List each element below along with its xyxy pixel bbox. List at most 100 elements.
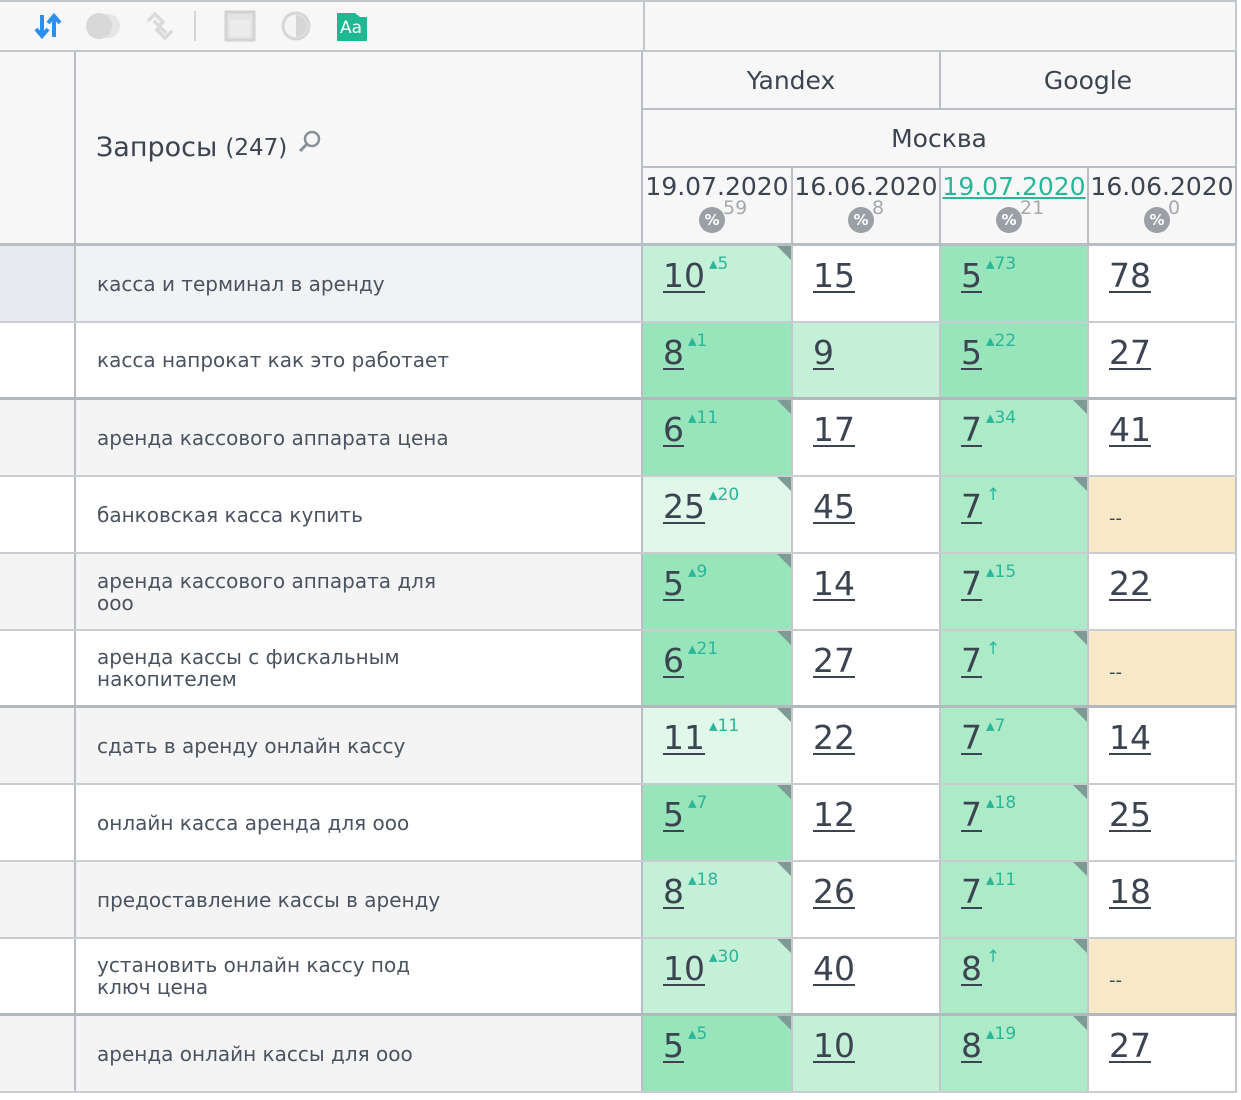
- position-link[interactable]: 5: [961, 333, 982, 372]
- link-icon[interactable]: [138, 9, 182, 43]
- position-cell[interactable]: 22: [1089, 554, 1237, 629]
- position-cell[interactable]: 12: [793, 785, 941, 860]
- position-cell[interactable]: --: [1089, 631, 1237, 705]
- row-select-cell[interactable]: [0, 1016, 76, 1091]
- search-icon[interactable]: [297, 129, 323, 155]
- position-link[interactable]: 26: [813, 872, 855, 911]
- position-cell[interactable]: 25 ▴20: [643, 477, 793, 552]
- row-select-cell[interactable]: [0, 785, 76, 860]
- position-link[interactable]: 8: [663, 872, 684, 911]
- position-link[interactable]: 27: [1109, 333, 1151, 372]
- position-link[interactable]: 5: [961, 256, 982, 295]
- position-link[interactable]: 10: [663, 949, 705, 988]
- position-cell[interactable]: 10 ▴30: [643, 939, 793, 1013]
- position-link[interactable]: 8: [961, 1026, 982, 1065]
- position-link[interactable]: 10: [663, 256, 705, 295]
- position-link[interactable]: 7: [961, 487, 982, 526]
- position-link[interactable]: 8: [961, 949, 982, 988]
- position-cell[interactable]: --: [1089, 939, 1237, 1013]
- font-icon[interactable]: Aa: [330, 9, 374, 43]
- date-label[interactable]: 19.07.2020: [942, 172, 1086, 201]
- row-select-cell[interactable]: [0, 862, 76, 937]
- position-cell[interactable]: 25: [1089, 785, 1237, 860]
- position-cell[interactable]: 15: [793, 246, 941, 321]
- position-cell[interactable]: 9: [793, 323, 941, 397]
- position-link[interactable]: 27: [1109, 1026, 1151, 1065]
- position-link[interactable]: 11: [663, 718, 705, 757]
- position-cell[interactable]: 7 ↑: [941, 631, 1089, 705]
- position-cell[interactable]: 7 ▴7: [941, 708, 1089, 783]
- position-cell[interactable]: 5 ▴9: [643, 554, 793, 629]
- position-cell[interactable]: 45: [793, 477, 941, 552]
- position-cell[interactable]: 7 ▴15: [941, 554, 1089, 629]
- row-select-cell[interactable]: [0, 323, 76, 397]
- position-link[interactable]: 14: [1109, 718, 1151, 757]
- position-cell[interactable]: 40: [793, 939, 941, 1013]
- position-cell[interactable]: 8 ▴19: [941, 1016, 1089, 1091]
- position-cell[interactable]: 5 ▴22: [941, 323, 1089, 397]
- window-icon[interactable]: [218, 9, 262, 43]
- date-column-header[interactable]: 19.07.2020 % 21: [941, 168, 1089, 246]
- position-cell[interactable]: 6 ▴21: [643, 631, 793, 705]
- position-cell[interactable]: 5 ▴5: [643, 1016, 793, 1091]
- position-link[interactable]: 25: [1109, 795, 1151, 834]
- position-link[interactable]: 14: [813, 564, 855, 603]
- position-cell[interactable]: --: [1089, 477, 1237, 552]
- position-cell[interactable]: 8 ▴1: [643, 323, 793, 397]
- row-select-cell[interactable]: [0, 631, 76, 705]
- toggle-icon[interactable]: [82, 9, 126, 43]
- date-label[interactable]: 16.06.2020: [1090, 172, 1234, 201]
- position-link[interactable]: 7: [961, 795, 982, 834]
- position-cell[interactable]: 10 ▴5: [643, 246, 793, 321]
- position-link[interactable]: 22: [1109, 564, 1151, 603]
- date-column-header[interactable]: 16.06.2020 % 8: [793, 168, 941, 246]
- date-label[interactable]: 16.06.2020: [794, 172, 938, 201]
- position-cell[interactable]: 10: [793, 1016, 941, 1091]
- position-link[interactable]: 6: [663, 410, 684, 449]
- position-link[interactable]: 5: [663, 564, 684, 603]
- position-link[interactable]: 8: [663, 333, 684, 372]
- position-link[interactable]: 5: [663, 1026, 684, 1065]
- position-cell[interactable]: 18: [1089, 862, 1237, 937]
- position-link[interactable]: 7: [961, 564, 982, 603]
- position-link[interactable]: 7: [961, 410, 982, 449]
- position-cell[interactable]: 7 ↑: [941, 477, 1089, 552]
- position-link[interactable]: 9: [813, 333, 834, 372]
- table-row[interactable]: аренда кассового аппарата для ооо 5 ▴9 14 7 ▴…: [0, 554, 1237, 631]
- position-cell[interactable]: 17: [793, 400, 941, 475]
- position-link[interactable]: 7: [961, 641, 982, 680]
- position-cell[interactable]: 8 ↑: [941, 939, 1089, 1013]
- position-link[interactable]: 78: [1109, 256, 1151, 295]
- position-cell[interactable]: 5 ▴73: [941, 246, 1089, 321]
- table-row[interactable]: касса и терминал в аренду 10 ▴5 15 5 ▴73 78: [0, 246, 1237, 323]
- position-link[interactable]: 10: [813, 1026, 855, 1065]
- position-link[interactable]: 17: [813, 410, 855, 449]
- position-cell[interactable]: 8 ▴18: [643, 862, 793, 937]
- table-row[interactable]: аренда онлайн кассы для ооо 5 ▴5 10 8 ▴19 27: [0, 1016, 1237, 1093]
- position-cell[interactable]: 7 ▴18: [941, 785, 1089, 860]
- position-cell[interactable]: 7 ▴11: [941, 862, 1089, 937]
- row-select-cell[interactable]: [0, 939, 76, 1013]
- position-cell[interactable]: 14: [793, 554, 941, 629]
- date-column-header[interactable]: 19.07.2020 % 59: [643, 168, 793, 246]
- position-cell[interactable]: 27: [793, 631, 941, 705]
- position-cell[interactable]: 78: [1089, 246, 1237, 321]
- table-row[interactable]: банковская касса купить 25 ▴20 45 7 ↑ --: [0, 477, 1237, 554]
- position-link[interactable]: 5: [663, 795, 684, 834]
- row-select-cell[interactable]: [0, 554, 76, 629]
- sort-icon[interactable]: [26, 9, 70, 43]
- date-label[interactable]: 19.07.2020: [645, 172, 789, 201]
- table-row[interactable]: предоставление кассы в аренду 8 ▴18 26 7 ▴11 1…: [0, 862, 1237, 939]
- row-select-cell[interactable]: [0, 400, 76, 475]
- position-cell[interactable]: 26: [793, 862, 941, 937]
- table-row[interactable]: аренда кассового аппарата цена 6 ▴11 17 7 ▴34…: [0, 400, 1237, 477]
- position-link[interactable]: 22: [813, 718, 855, 757]
- position-link[interactable]: 27: [813, 641, 855, 680]
- row-select-cell[interactable]: [0, 477, 76, 552]
- position-cell[interactable]: 6 ▴11: [643, 400, 793, 475]
- position-cell[interactable]: 7 ▴34: [941, 400, 1089, 475]
- contrast-icon[interactable]: [274, 9, 318, 43]
- position-link[interactable]: 40: [813, 949, 855, 988]
- position-link[interactable]: 25: [663, 487, 705, 526]
- row-select-cell[interactable]: [0, 708, 76, 783]
